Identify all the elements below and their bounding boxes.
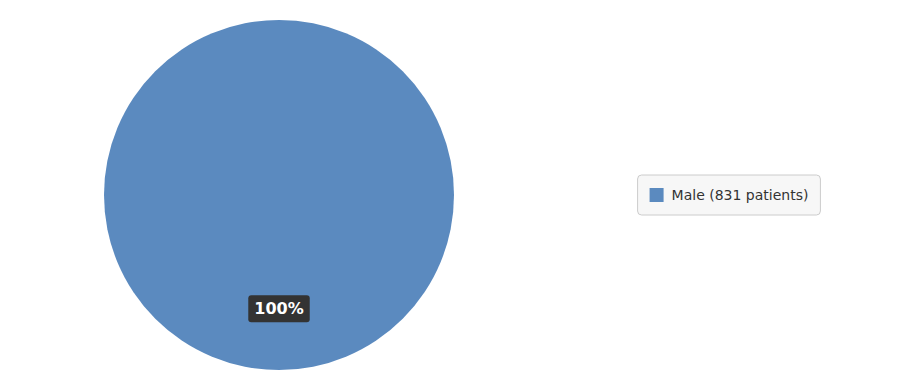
pie-slice xyxy=(104,20,454,370)
legend: Male (831 patients) xyxy=(638,175,821,215)
data-label: 100% xyxy=(254,299,303,318)
data-labels: 100% xyxy=(248,295,309,322)
data-label-box xyxy=(248,295,309,322)
legend-swatch xyxy=(650,188,664,202)
legend-label: Male (831 patients) xyxy=(672,187,809,203)
legend-frame xyxy=(638,175,821,215)
slices xyxy=(104,20,454,370)
chart: 100% Male (831 patients) xyxy=(0,0,900,390)
